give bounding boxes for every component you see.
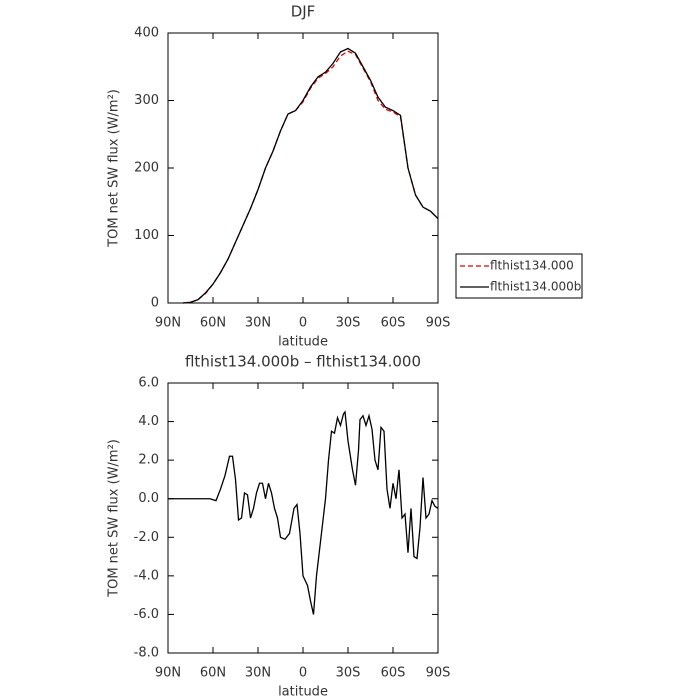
x-tick-label: 0 bbox=[299, 316, 307, 331]
legend-label: flthist134.000b bbox=[490, 280, 581, 294]
y-tick-label: -4.0 bbox=[134, 568, 159, 583]
y-axis-label: TOM net SW flux (W/m²) bbox=[107, 439, 122, 598]
chart-title: flthist134.000b – flthist134.000 bbox=[185, 353, 421, 371]
y-tick-label: 300 bbox=[134, 93, 159, 108]
y-tick-label: -2.0 bbox=[134, 530, 159, 545]
chart-title: DJF bbox=[291, 3, 316, 21]
x-tick-label: 30S bbox=[336, 666, 361, 681]
y-tick-label: 6.0 bbox=[138, 376, 159, 391]
y-tick-label: 4.0 bbox=[138, 414, 159, 429]
legend-label: flthist134.000 bbox=[490, 259, 574, 273]
x-axis-label: latitude bbox=[278, 335, 328, 350]
x-tick-label: 60S bbox=[381, 666, 406, 681]
y-tick-label: 200 bbox=[134, 161, 159, 176]
x-tick-label: 60S bbox=[381, 316, 406, 331]
x-tick-label: 90N bbox=[155, 666, 181, 681]
plot-frame bbox=[167, 382, 439, 654]
x-tick-label: 30N bbox=[245, 666, 271, 681]
plot-frame bbox=[167, 32, 439, 304]
series-line bbox=[168, 410, 439, 615]
y-axis-label: TOM net SW flux (W/m²) bbox=[107, 89, 122, 248]
x-tick-label: 60N bbox=[200, 316, 226, 331]
x-tick-label: 30S bbox=[336, 316, 361, 331]
y-tick-label: 0 bbox=[151, 296, 159, 311]
x-tick-label: 90S bbox=[426, 316, 451, 331]
y-tick-label: 100 bbox=[134, 228, 159, 243]
x-tick-label: 60N bbox=[200, 666, 226, 681]
legend-box bbox=[455, 253, 583, 299]
x-axis-label: latitude bbox=[278, 685, 328, 700]
x-tick-label: 30N bbox=[245, 316, 271, 331]
series-line bbox=[182, 50, 439, 304]
series-line bbox=[182, 47, 439, 304]
y-tick-label: -6.0 bbox=[134, 607, 159, 622]
y-tick-label: 0.0 bbox=[138, 491, 159, 506]
x-tick-label: 0 bbox=[299, 666, 307, 681]
y-tick-label: 400 bbox=[134, 26, 159, 41]
x-tick-label: 90N bbox=[155, 316, 181, 331]
y-tick-label: 2.0 bbox=[138, 453, 159, 468]
x-tick-label: 90S bbox=[426, 666, 451, 681]
y-tick-label: -8.0 bbox=[134, 646, 159, 661]
